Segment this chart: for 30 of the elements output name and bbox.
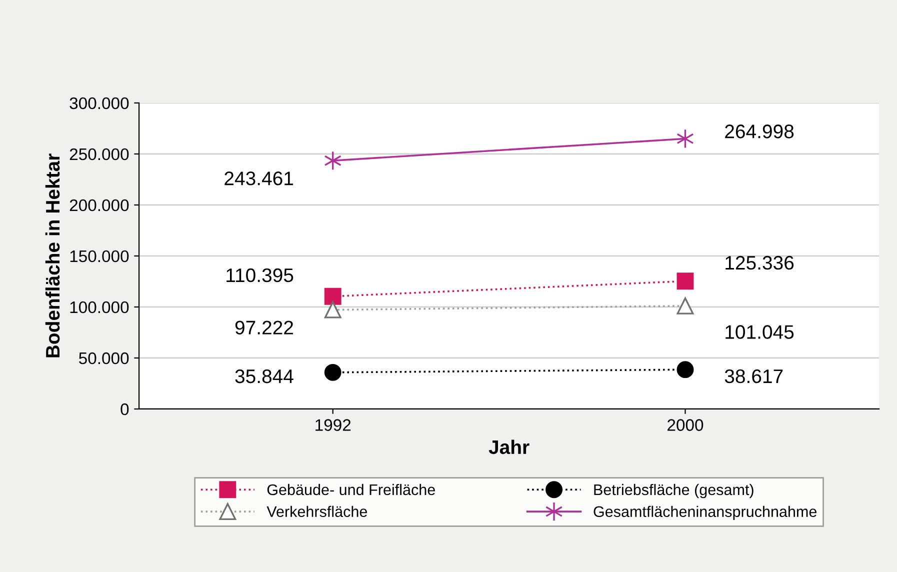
legend-label: Verkehrsfläche	[266, 506, 368, 518]
point	[324, 301, 342, 318]
data-label: 110.395	[226, 268, 294, 282]
legend-label: Gesamtflächeninanspruchnahme	[594, 506, 817, 520]
point	[676, 297, 694, 314]
y-tick-label: 300.000	[70, 97, 129, 110]
x-tick-label: 2000	[668, 419, 704, 431]
data-label: 125.336	[726, 256, 794, 270]
data-label: 243.461	[224, 172, 294, 186]
y-axis-title: Bodenfläche in Hektar	[45, 154, 60, 358]
data-label: 38.617	[724, 369, 783, 384]
legend-label: Gebäude- und Freifläche	[267, 484, 435, 496]
legend-label: Betriebsfläche (gesamt)	[594, 484, 754, 498]
point	[324, 364, 342, 381]
data-label: 264.998	[725, 124, 794, 138]
y-tick-label: 100.000	[70, 301, 129, 314]
point	[324, 288, 342, 305]
point	[676, 272, 694, 290]
data-label: 97.222	[235, 320, 293, 334]
data-label: 35.844	[235, 369, 294, 384]
y-tick-label: 0	[120, 403, 129, 416]
data-label: 101.045	[726, 325, 794, 339]
y-tick-label: 250.000	[70, 148, 129, 160]
y-tick-label: 50.000	[79, 352, 129, 364]
y-tick-label: 200.000	[70, 199, 129, 212]
x-tick-label: 1992	[316, 419, 351, 431]
point	[676, 361, 694, 378]
x-axis-title: Jahr	[488, 440, 530, 454]
y-tick-label: 150.000	[70, 250, 129, 262]
point	[676, 128, 694, 149]
